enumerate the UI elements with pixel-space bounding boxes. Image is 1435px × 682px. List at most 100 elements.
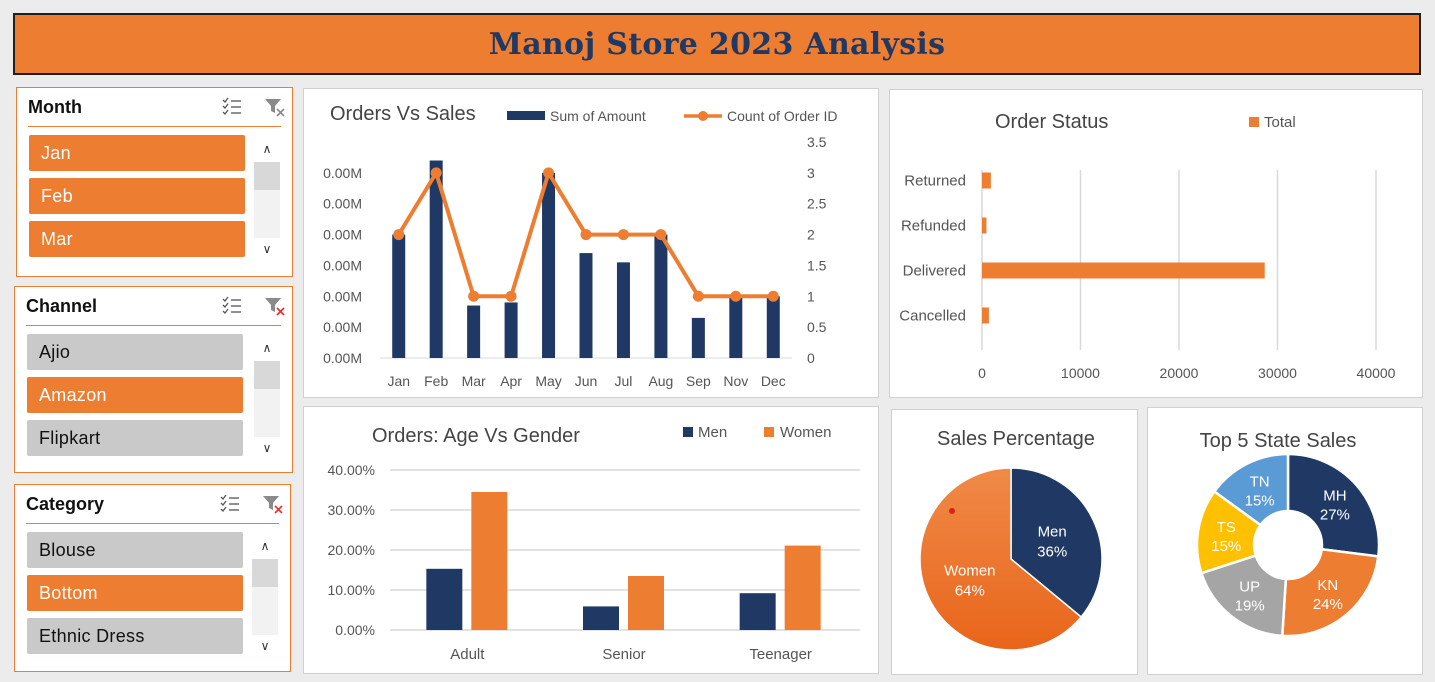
dashboard-title: Manoj Store 2023 Analysis (488, 26, 946, 62)
y-tick-label: Returned (904, 173, 966, 190)
scroll-thumb[interactable] (254, 162, 280, 190)
multi-select-icon[interactable] (222, 296, 242, 321)
line-point-count-of-order-id (767, 290, 779, 302)
channel-item-flipkart[interactable]: Flipkart (27, 420, 243, 456)
category-item-blouse[interactable]: Blouse (27, 532, 243, 568)
bar-total (982, 262, 1265, 279)
channel-item-ajio[interactable]: Ajio (27, 334, 243, 370)
bar-sum-of-amount (392, 234, 406, 358)
line-point-count-of-order-id (430, 167, 442, 179)
month-slicer-icons (222, 97, 286, 122)
x-tick-label: 0 (978, 365, 986, 381)
x-tick-label: 30000 (1258, 365, 1297, 381)
line-point-count-of-order-id (730, 290, 742, 302)
month-item-mar[interactable]: Mar (29, 221, 245, 257)
channel-slicer-title: Channel (26, 295, 98, 316)
clear-filter-icon[interactable] (264, 296, 286, 321)
order-status-chart: Order Status Total 0 10000 20000 30000 40000 Re… (899, 111, 1395, 381)
month-slicer: Month Jan Feb Mar ∧ ∨ (16, 87, 293, 277)
pie-label: Women (944, 562, 995, 579)
y-right-tick-label: 1.5 (807, 257, 827, 273)
x-tick-label: Dec (761, 373, 786, 389)
pie-slice-men (1010, 467, 1103, 619)
sales-percentage-panel: Sales Percentage Men 36% Women 64% (891, 409, 1138, 675)
month-item-jan[interactable]: Jan (29, 135, 245, 171)
x-tick-label: Senior (602, 646, 645, 663)
donut-slice-tn (1212, 452, 1290, 527)
top5-state-chart: Top 5 State Sales MH 27% KN 24% UP 19% TS 15% TN 1… (1195, 430, 1381, 638)
scroll-down-icon[interactable]: ∨ (262, 242, 272, 256)
donut-slice-kn (1280, 547, 1380, 638)
line-point-count-of-order-id (393, 229, 405, 241)
y-tick-label: 10.00% (328, 582, 375, 598)
y-right-tick-label: 2 (807, 227, 815, 243)
donut-label: MH (1323, 488, 1346, 505)
scroll-up-icon[interactable]: ∧ (260, 539, 270, 553)
category-item-ethnic-dress[interactable]: Ethnic Dress (27, 618, 243, 654)
channel-scrollbar[interactable]: ∧ ∨ (254, 337, 280, 462)
bar-men (426, 568, 463, 630)
legend-swatch-women (764, 427, 774, 437)
line-point-count-of-order-id (468, 290, 480, 302)
bar-women (628, 576, 664, 630)
y-tick-label: Cancelled (899, 308, 966, 325)
bar-total (982, 217, 987, 234)
category-item-bottom[interactable]: Bottom (27, 575, 243, 611)
y-right-tick-label: 1 (807, 288, 815, 304)
category-scrollbar[interactable]: ∧ ∨ (252, 535, 278, 660)
donut-percent-label: 24% (1313, 596, 1343, 613)
orders-vs-sales-panel: Orders Vs Sales Sum of Amount Count of Ord… (303, 88, 879, 398)
legend-swatch-men (683, 427, 693, 437)
bar-sum-of-amount (654, 234, 668, 358)
y-left-tick-label: 0.00M (323, 288, 362, 304)
order-status-panel: Order Status Total 0 10000 20000 30000 40000 Re… (889, 89, 1423, 398)
scroll-down-icon[interactable]: ∨ (262, 441, 272, 455)
scroll-thumb[interactable] (252, 559, 278, 587)
y-left-tick-label: 0.00M (323, 196, 362, 212)
orders-vs-sales-chart: Orders Vs Sales Sum of Amount Count of Ord… (323, 103, 837, 389)
donut-label: TS (1217, 519, 1236, 536)
line-point-count-of-order-id (617, 229, 629, 241)
channel-item-amazon[interactable]: Amazon (27, 377, 243, 413)
month-item-feb[interactable]: Feb (29, 178, 245, 214)
donut-label: KN (1317, 577, 1338, 594)
y-tick-label: Refunded (901, 218, 966, 235)
legend-label: Women (780, 424, 831, 441)
legend-label: Men (698, 424, 727, 441)
multi-select-icon[interactable] (222, 97, 242, 122)
month-slicer-header: Month (28, 88, 281, 127)
bar-sum-of-amount (542, 172, 556, 358)
y-right-tick-label: 3.5 (807, 134, 827, 150)
bar-total (982, 172, 991, 189)
x-tick-label: Apr (500, 373, 522, 389)
pie-slice-women (919, 467, 1083, 651)
top5-state-panel: Top 5 State Sales MH 27% KN 24% UP 19% TS 15% TN 1… (1147, 407, 1423, 675)
donut-slice-up (1199, 553, 1288, 638)
pie-percent-label: 36% (1037, 544, 1067, 561)
y-left-tick-label: 0.00M (323, 165, 362, 181)
x-tick-label: Adult (450, 646, 485, 663)
donut-percent-label: 27% (1320, 507, 1350, 524)
y-tick-label: 20.00% (328, 542, 375, 558)
y-tick-label: 40.00% (328, 462, 375, 478)
x-tick-label: 10000 (1061, 365, 1100, 381)
age-vs-gender-panel: Orders: Age Vs Gender Men Women 0.00% 10.00%… (303, 406, 879, 674)
x-tick-label: May (535, 373, 561, 389)
line-point-count-of-order-id (580, 229, 592, 241)
y-left-tick-label: 0.00M (323, 257, 362, 273)
donut-label: TN (1250, 473, 1270, 490)
chart-title: Orders: Age Vs Gender (372, 425, 580, 447)
donut-percent-label: 15% (1245, 492, 1275, 509)
y-right-tick-label: 2.5 (807, 196, 827, 212)
y-right-tick-label: 0.5 (807, 319, 827, 335)
scroll-up-icon[interactable]: ∧ (262, 341, 272, 355)
clear-filter-icon[interactable] (262, 494, 284, 519)
pie-marker-dot (949, 508, 955, 514)
multi-select-icon[interactable] (220, 494, 240, 519)
scroll-down-icon[interactable]: ∨ (260, 639, 270, 653)
clear-filter-icon[interactable] (264, 97, 286, 122)
scroll-up-icon[interactable]: ∧ (262, 142, 272, 156)
bar-women (471, 492, 508, 630)
month-scrollbar[interactable]: ∧ ∨ (254, 138, 280, 263)
scroll-thumb[interactable] (254, 361, 280, 389)
